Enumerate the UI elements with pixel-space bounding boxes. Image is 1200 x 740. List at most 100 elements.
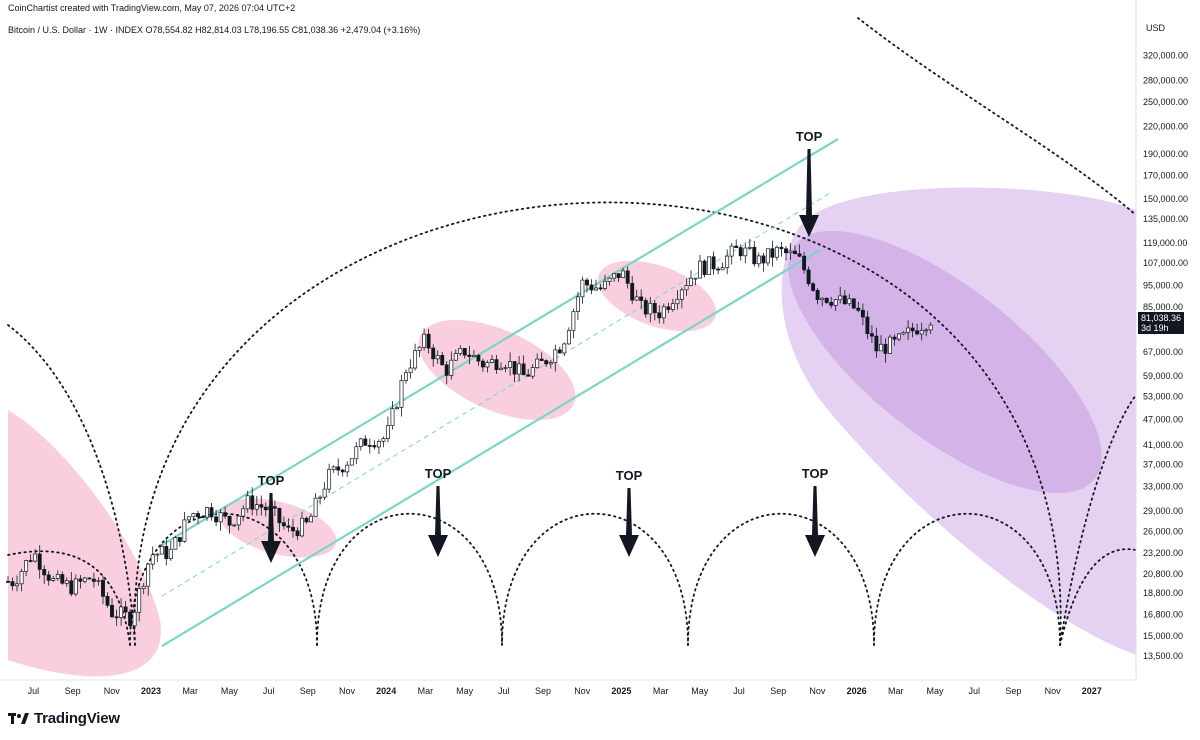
candle xyxy=(345,461,350,477)
candle-body xyxy=(630,283,635,301)
candle xyxy=(679,287,684,309)
candle xyxy=(471,350,476,358)
candle-body xyxy=(28,560,33,562)
candle-body xyxy=(141,585,146,589)
candle-body xyxy=(105,595,110,606)
candle-body xyxy=(345,464,350,473)
candle-body xyxy=(408,367,413,374)
top-annotation-2: TOP xyxy=(425,466,452,557)
candle-body xyxy=(295,530,300,537)
candle-body xyxy=(928,324,933,331)
cycle-arcs xyxy=(7,17,1137,646)
candle-body xyxy=(281,522,286,527)
candle xyxy=(888,334,892,354)
candle-body xyxy=(648,303,653,315)
candle xyxy=(698,254,702,279)
candle-body xyxy=(327,469,332,490)
candle-body xyxy=(146,563,151,587)
candle-body xyxy=(73,578,78,595)
candle-body xyxy=(815,290,820,300)
candle-body xyxy=(743,247,748,257)
candle xyxy=(182,511,187,543)
candle xyxy=(869,325,874,343)
candle-body xyxy=(535,358,540,368)
candle xyxy=(648,296,653,323)
candle xyxy=(616,273,621,282)
y-tick-label: 190,000.00 xyxy=(1143,149,1188,159)
candle-body xyxy=(227,515,232,526)
candle-body xyxy=(196,513,200,518)
tradingview-logo: TradingView xyxy=(8,710,120,727)
x-tick-label: Sep xyxy=(300,686,316,696)
candle xyxy=(33,549,38,563)
candle-body xyxy=(91,578,96,582)
x-tick-label: Mar xyxy=(653,686,669,696)
candle-body xyxy=(521,363,526,376)
candle-body xyxy=(512,361,517,375)
candle xyxy=(562,342,567,357)
candle xyxy=(318,495,323,505)
candle xyxy=(291,518,295,538)
candle xyxy=(168,541,173,561)
candle xyxy=(774,245,779,261)
candle xyxy=(657,305,662,324)
y-tick-label: 170,000.00 xyxy=(1143,170,1188,180)
y-tick-label: 59,000.00 xyxy=(1143,371,1183,381)
candle-body xyxy=(585,279,589,286)
candle xyxy=(725,249,730,275)
candle xyxy=(548,360,553,369)
candle-body xyxy=(164,546,169,560)
candle-body xyxy=(639,296,644,301)
candle xyxy=(114,609,119,626)
candle xyxy=(919,322,924,341)
candle xyxy=(354,442,359,464)
candle-body xyxy=(128,611,133,627)
candle-body xyxy=(784,248,788,254)
candle xyxy=(119,598,124,626)
candle-body xyxy=(232,524,237,527)
candle xyxy=(797,244,802,258)
candle-body xyxy=(155,553,160,556)
candle xyxy=(146,563,151,596)
candle xyxy=(752,240,757,267)
candle-body xyxy=(838,295,843,301)
candle xyxy=(227,515,232,534)
candle-body xyxy=(381,438,386,442)
candle xyxy=(842,289,847,306)
candle xyxy=(313,493,318,517)
x-tick-label: 2025 xyxy=(611,686,631,696)
candle-body xyxy=(494,359,499,370)
candle xyxy=(490,354,494,364)
y-tick-label: 47,000.00 xyxy=(1143,414,1183,424)
candle-body xyxy=(698,260,702,279)
candle xyxy=(132,608,137,633)
candle xyxy=(580,276,585,304)
candle-body xyxy=(575,296,580,312)
x-tick-label: Jul xyxy=(733,686,745,696)
candle xyxy=(494,355,499,374)
candle xyxy=(508,352,513,376)
highlight-ellipses xyxy=(8,187,1136,677)
x-tick-label: May xyxy=(221,686,239,696)
candle xyxy=(173,535,178,550)
candle-body xyxy=(725,255,730,268)
candle xyxy=(720,262,725,271)
candle xyxy=(707,256,712,275)
candle xyxy=(367,438,372,454)
candle-body xyxy=(693,277,698,280)
y-tick-label: 18,800.00 xyxy=(1143,588,1183,598)
candle-body xyxy=(702,260,707,275)
candle-body xyxy=(119,606,124,618)
candle xyxy=(453,349,458,361)
candle-body xyxy=(159,546,164,555)
y-tick-label: 135,000.00 xyxy=(1143,214,1188,224)
candle-body xyxy=(598,287,603,290)
candle xyxy=(340,468,345,477)
top-label: TOP xyxy=(796,129,823,144)
candle-body xyxy=(883,343,888,354)
candle xyxy=(517,355,522,382)
candle xyxy=(544,359,549,367)
candle-body xyxy=(277,507,282,524)
candle-body xyxy=(684,285,689,291)
